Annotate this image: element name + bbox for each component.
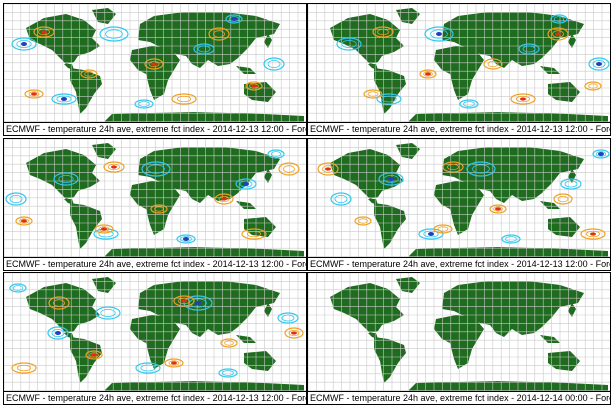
world-map — [308, 139, 610, 257]
lat-lon-grid — [4, 4, 306, 122]
panel-caption: ECMWF - temperature 24h ave, extreme fct… — [308, 257, 610, 270]
panel-caption: ECMWF - temperature 24h ave, extreme fct… — [4, 257, 306, 270]
world-map — [308, 4, 610, 122]
world-map — [4, 4, 306, 122]
extreme-index-contours — [11, 14, 285, 109]
panel-caption: ECMWF - temperature 24h ave, extreme fct… — [4, 122, 306, 135]
forecast-panel-1: ECMWF - temperature 24h ave, extreme fct… — [3, 3, 307, 136]
lat-lon-grid — [4, 273, 306, 391]
forecast-panel-5: ECMWF - temperature 24h ave, extreme fct… — [3, 272, 307, 405]
land-masses — [330, 143, 608, 257]
world-map — [4, 139, 306, 257]
lat-lon-grid — [308, 273, 610, 391]
panel-caption: ECMWF - temperature 24h ave, extreme fct… — [4, 391, 306, 404]
panel-caption: ECMWF - temperature 24h ave, extreme fct… — [308, 391, 610, 404]
world-map — [308, 273, 610, 391]
forecast-panel-2: ECMWF - temperature 24h ave, extreme fct… — [307, 3, 611, 136]
lat-lon-grid — [308, 139, 610, 257]
panel-caption: ECMWF - temperature 24h ave, extreme fct… — [308, 122, 610, 135]
extreme-index-contours — [317, 149, 610, 244]
forecast-panel-4: ECMWF - temperature 24h ave, extreme fct… — [307, 138, 611, 271]
land-masses — [330, 8, 608, 122]
extreme-index-contours — [9, 283, 304, 378]
extreme-index-contours — [5, 149, 300, 244]
forecast-panel-6: ECMWF - temperature 24h ave, extreme fct… — [307, 272, 611, 405]
forecast-panel-3: ECMWF - temperature 24h ave, extreme fct… — [3, 138, 307, 271]
world-map — [4, 273, 306, 391]
lat-lon-grid — [308, 4, 610, 122]
extreme-index-contours — [336, 14, 610, 109]
